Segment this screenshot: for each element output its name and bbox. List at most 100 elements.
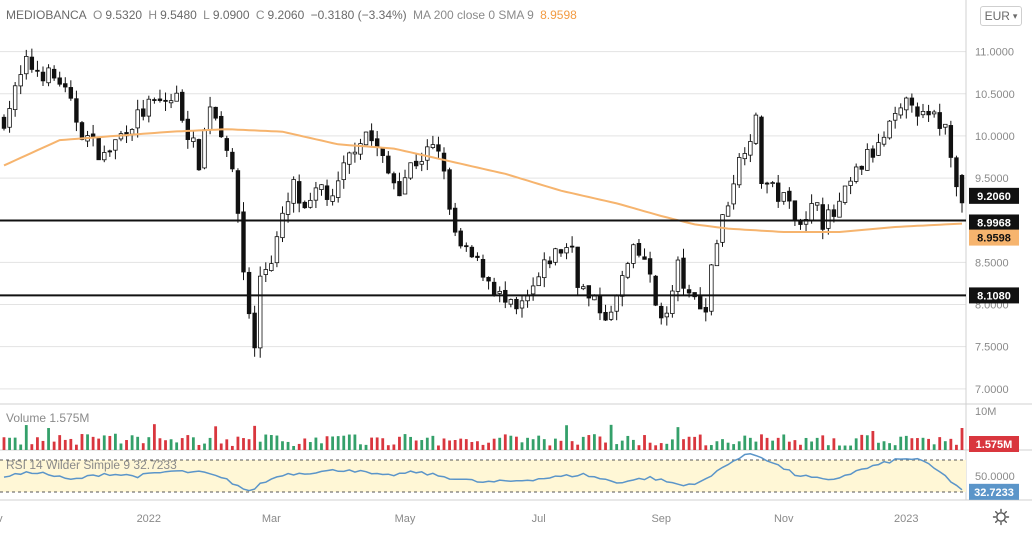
- candle-body: [792, 200, 798, 222]
- candle-body: [764, 182, 770, 185]
- volume-bar: [693, 436, 697, 450]
- candle-body: [608, 311, 614, 320]
- candle-body: [219, 115, 224, 138]
- candle-body: [636, 242, 642, 256]
- volume-bar: [687, 436, 691, 450]
- candle-body: [29, 56, 35, 70]
- volume-bar: [470, 441, 474, 450]
- candle-body: [553, 248, 558, 263]
- volume-bar: [58, 435, 62, 450]
- volume-bar: [843, 445, 847, 450]
- time-tick-label: 2022: [137, 513, 161, 525]
- candle-body: [698, 296, 703, 310]
- hline-badge-bg: [969, 214, 1019, 231]
- volume-bar: [203, 443, 206, 450]
- volume-bar: [721, 439, 724, 450]
- candle-body: [224, 138, 229, 151]
- candle-body: [102, 152, 107, 161]
- volume-bar: [392, 444, 396, 450]
- volume-bar: [141, 443, 145, 450]
- volume-bar: [158, 438, 162, 450]
- candle-body: [748, 141, 753, 156]
- volume-bar: [654, 445, 658, 450]
- volume-bar: [125, 440, 128, 450]
- volume-bar: [559, 440, 563, 450]
- symbol-name[interactable]: MEDIOBANCA: [6, 8, 87, 22]
- volume-bar: [537, 435, 541, 450]
- candle-body: [24, 56, 29, 75]
- candle-body: [625, 263, 631, 278]
- volume-value: 1.575M: [49, 411, 90, 425]
- time-tick-label: Jul: [532, 513, 546, 525]
- candle-body: [252, 312, 257, 349]
- candle-body: [664, 312, 670, 318]
- candle-body: [542, 259, 547, 279]
- hline-badge-bg: [969, 287, 1019, 304]
- candle-body: [525, 295, 530, 302]
- rsi-label[interactable]: RSI 14 Wilder Simple 9: [6, 458, 131, 472]
- candle-body: [653, 275, 658, 306]
- currency-select[interactable]: EUR ▾: [980, 6, 1022, 26]
- volume-bar: [643, 435, 646, 450]
- volume-bar: [771, 440, 775, 450]
- candle-body: [737, 157, 742, 186]
- ma-label[interactable]: MA 200 close 0 SMA 9: [413, 8, 534, 22]
- candle-body: [881, 136, 887, 145]
- candle-body: [931, 111, 937, 115]
- volume-bar: [431, 435, 435, 450]
- volume-bar: [331, 436, 335, 450]
- candle-body: [709, 264, 714, 312]
- volume-bar: [420, 440, 424, 450]
- candle-body: [308, 199, 313, 208]
- time-tick-label: Mar: [262, 513, 281, 525]
- volume-bar: [737, 441, 741, 450]
- time-tick-label: 2023: [894, 513, 918, 525]
- candle-body: [842, 185, 848, 203]
- volume-bar: [442, 438, 446, 450]
- volume-bar: [587, 435, 591, 450]
- rsi-axis-label: 50.0000: [975, 471, 1015, 483]
- volume-bar: [398, 436, 401, 450]
- candle-body: [397, 181, 402, 197]
- candle-body: [152, 99, 157, 101]
- volume-bar: [492, 438, 496, 450]
- candle-body: [425, 146, 430, 161]
- rsi-line: [3, 453, 963, 492]
- volume-bar: [576, 444, 580, 450]
- change-value: −0.3180 (−3.34%): [310, 8, 407, 22]
- candle-body: [904, 97, 909, 111]
- candle-body: [168, 100, 174, 104]
- volume-bar: [303, 438, 307, 450]
- candle-body: [1, 116, 7, 129]
- volume-bar: [665, 443, 669, 450]
- price-tick-label: 8.5000: [975, 257, 1009, 269]
- gear-icon[interactable]: [992, 508, 1010, 526]
- rsi-badge-bg: [969, 483, 1019, 500]
- volume-bar: [359, 444, 362, 450]
- volume-bar: [437, 445, 440, 450]
- volume-bar: [314, 437, 318, 450]
- volume-bar: [877, 442, 880, 450]
- volume-label[interactable]: Volume: [6, 411, 47, 425]
- volume-bar: [409, 436, 412, 450]
- volume-bar: [810, 441, 814, 450]
- volume-bar: [52, 441, 56, 450]
- volume-bar: [247, 439, 251, 450]
- volume-bar: [570, 441, 574, 450]
- price-tick-label: 9.5000: [975, 173, 1009, 185]
- candle-body: [235, 170, 241, 214]
- volume-bar: [548, 445, 552, 450]
- volume-bar: [927, 438, 930, 450]
- volume-bar: [509, 435, 513, 450]
- candle-body: [391, 173, 397, 184]
- candle-body: [447, 169, 452, 210]
- volume-bar: [838, 445, 841, 450]
- volume-bar: [726, 442, 730, 450]
- candle-body: [681, 257, 686, 289]
- volume-bar: [403, 434, 407, 450]
- volume-bar: [854, 438, 858, 450]
- candle-body: [948, 125, 954, 158]
- volume-bar: [19, 444, 23, 450]
- candle-body: [937, 112, 942, 129]
